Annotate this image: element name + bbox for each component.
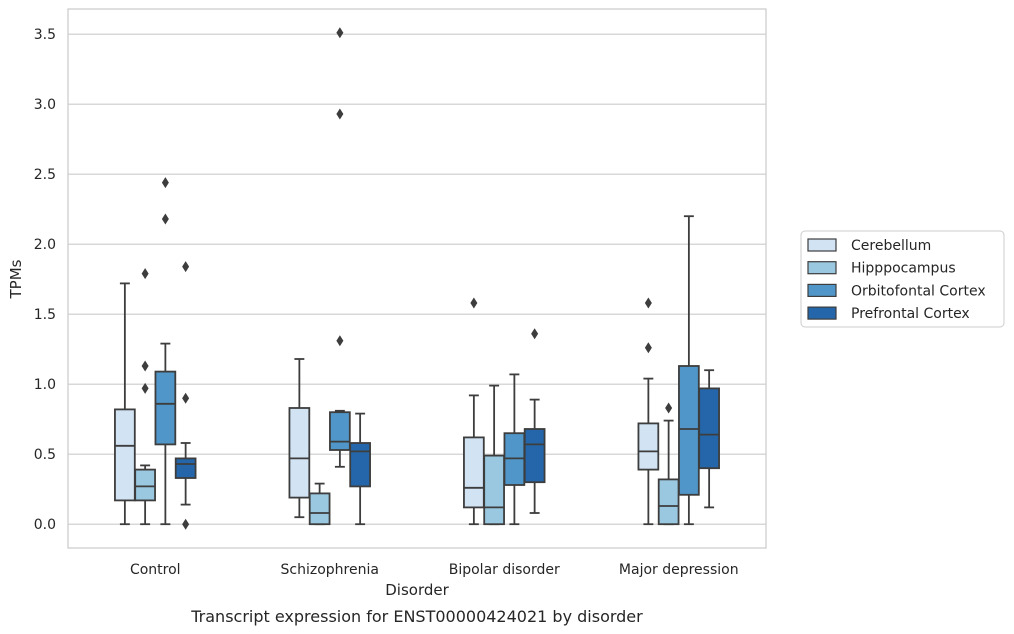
box-hipppocampus-major-depression <box>657 402 680 526</box>
outlier-point <box>161 177 169 189</box>
legend-label: Hipppocampus <box>851 261 956 277</box>
outlier-point <box>336 108 344 120</box>
legend-swatch <box>807 306 837 320</box>
legend-swatch <box>807 283 837 297</box>
legend-label: Prefrontal Cortex <box>851 306 970 322</box>
box-cerebellum-schizophrenia <box>288 358 311 519</box>
outlier-point <box>336 335 344 347</box>
box-prefrontal-cortex-major-depression <box>698 369 720 509</box>
box-body <box>154 370 177 446</box>
box-body <box>174 457 197 479</box>
box-body <box>657 478 680 526</box>
outlier-point <box>336 27 344 39</box>
box-body <box>288 407 311 499</box>
box-body <box>698 387 720 470</box>
box-body <box>308 492 331 526</box>
box-orbitofontal-cortex-schizophrenia <box>329 27 351 468</box>
outlier-point <box>182 392 190 404</box>
y-tick-label: 3.0 <box>34 97 56 113</box>
outlier-point <box>644 342 652 354</box>
x-tick-label: Bipolar disorder <box>449 562 560 578</box>
legend-frame <box>800 230 1005 328</box>
outlier-point <box>531 328 539 340</box>
x-axis-label: Disorder <box>385 581 449 599</box>
y-tick-label: 1.5 <box>34 307 56 323</box>
legend-swatch <box>807 261 837 275</box>
box-orbitofontal-cortex-bipolar-disorder <box>503 373 526 526</box>
outlier-point <box>182 518 190 530</box>
box-prefrontal-cortex-control <box>174 261 197 530</box>
chart-caption: Transcript expression for ENST0000042402… <box>190 607 643 626</box>
box-prefrontal-cortex-bipolar-disorder <box>523 328 546 514</box>
outlier-point <box>141 382 149 394</box>
plot-frame <box>67 8 767 549</box>
y-tick-label: 1.0 <box>34 377 56 393</box>
box-body <box>637 422 660 471</box>
y-tick-label: 2.5 <box>34 167 56 183</box>
gridlines <box>68 33 766 525</box>
box-body <box>349 442 371 488</box>
box-hipppocampus-schizophrenia <box>308 482 331 526</box>
y-tick-labels: 0.0 0.5 1.0 1.5 2.0 2.5 3.0 3.5 <box>34 27 56 533</box>
legend-swatch <box>807 238 837 252</box>
x-tick-label: Major depression <box>619 562 739 578</box>
y-tick-label: 0.5 <box>34 447 56 463</box>
y-tick-label: 3.5 <box>34 27 56 43</box>
outlier-point <box>161 213 169 225</box>
box-orbitofontal-cortex-major-depression <box>678 215 700 526</box>
legend-label: Cerebellum <box>851 238 931 254</box>
legend: Cerebellum Hipppocampus Orbitofontal Corte… <box>800 230 1005 328</box>
box-orbitofontal-cortex-control <box>154 177 177 526</box>
box-cerebellum-major-depression <box>637 297 660 526</box>
box-body <box>678 365 700 496</box>
x-tick-label: Schizophrenia <box>281 562 379 578</box>
box-body <box>483 454 505 526</box>
y-tick-label: 0.0 <box>34 517 56 533</box>
box-hipppocampus-bipolar-disorder <box>483 384 505 526</box>
x-tick-labels: Control Schizophrenia Bipolar disorder Majo… <box>130 562 739 578</box>
outlier-point <box>665 402 673 414</box>
box-prefrontal-cortex-schizophrenia <box>349 412 371 526</box>
legend-label: Orbitofontal Cortex <box>851 283 986 299</box>
box-hipppocampus-control <box>134 268 156 526</box>
outlier-point <box>644 297 652 309</box>
x-tick-label: Control <box>130 562 181 578</box>
box-cerebellum-bipolar-disorder <box>463 297 485 526</box>
box-cerebellum-control <box>114 282 136 526</box>
outlier-point <box>182 261 190 273</box>
box-body <box>523 428 546 484</box>
box-body <box>329 411 351 451</box>
y-axis-label: TPMs <box>7 259 25 299</box>
box-body <box>114 408 136 502</box>
y-tick-label: 2.0 <box>34 237 56 253</box>
box-body <box>134 468 156 502</box>
box-plot-marks <box>114 27 720 530</box>
box-body <box>463 436 485 509</box>
outlier-point <box>470 297 478 309</box>
outlier-point <box>141 360 149 372</box>
outlier-point <box>141 268 149 280</box>
